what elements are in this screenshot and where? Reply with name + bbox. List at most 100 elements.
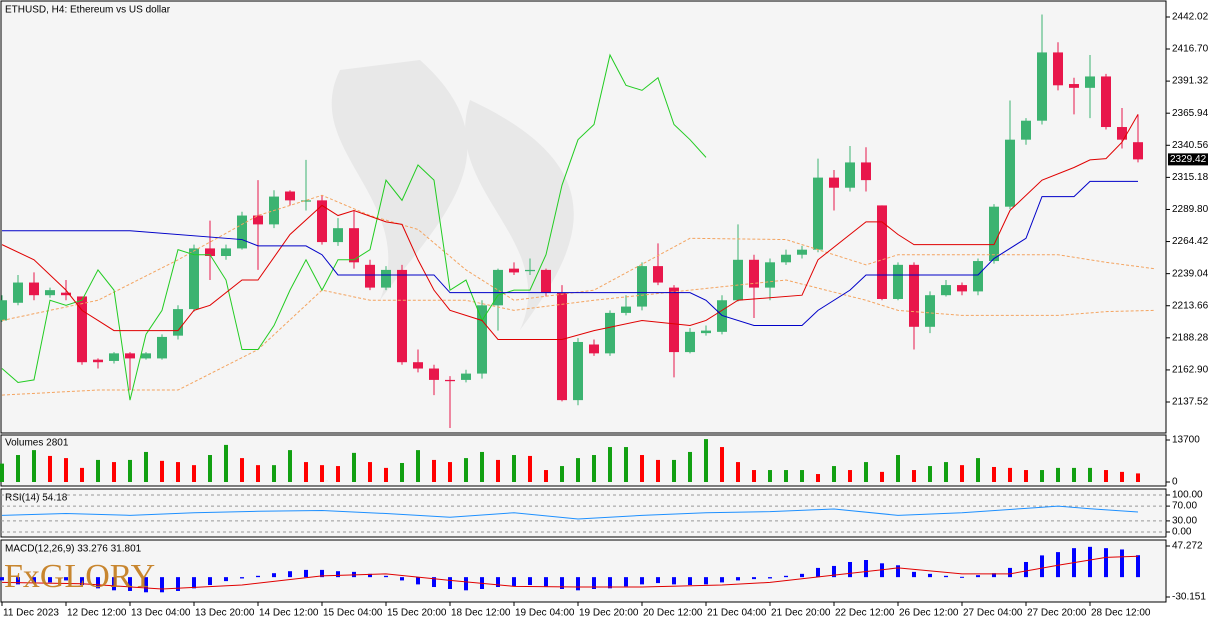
candle-body (477, 305, 487, 374)
bar (960, 576, 964, 578)
x-tick-label: 19 Dec 04:00 (515, 608, 575, 619)
bar (816, 474, 820, 482)
candle-body (189, 248, 199, 310)
bar (80, 467, 84, 482)
bar (448, 577, 452, 589)
bar (64, 458, 68, 482)
x-tick-label: 19 Dec 20:00 (579, 608, 639, 619)
bar (976, 458, 980, 482)
candle-body (749, 259, 759, 288)
candle-body (61, 292, 71, 296)
bar (336, 571, 340, 578)
bar (848, 470, 852, 482)
bar (656, 459, 660, 482)
bar (464, 577, 468, 591)
bar (192, 577, 196, 589)
x-tick-label: 21 Dec 04:00 (707, 608, 767, 619)
bar (1136, 473, 1140, 482)
candle-body (461, 373, 471, 380)
bar (800, 470, 804, 482)
bar (1024, 470, 1028, 482)
candle-body (845, 162, 855, 188)
candle-body (125, 353, 135, 359)
bar (560, 466, 564, 482)
plot-layer: ETHUSD, H4: Ethereum vs US dollar 2442.02… (0, 5, 1209, 619)
bar (1120, 471, 1124, 482)
candle-body (13, 282, 23, 303)
bar (928, 466, 932, 482)
candle-body (541, 269, 551, 293)
candle-body (317, 200, 327, 243)
bar (576, 458, 580, 482)
bar (992, 466, 996, 482)
bar (944, 462, 948, 482)
bar (544, 577, 548, 587)
x-tick-label: 22 Dec 12:00 (835, 608, 895, 619)
candle-body (781, 254, 791, 263)
candle-body (141, 353, 151, 359)
pane-title: ETHUSD, H4: Ethereum vs US dollar (5, 5, 171, 16)
candle-body (525, 269, 535, 272)
y-tick-label: 0.00 (1172, 527, 1192, 538)
bar (1008, 467, 1012, 482)
bar (1120, 549, 1124, 578)
bar (0, 577, 4, 581)
candle-body (861, 162, 871, 181)
x-tick-label: 27 Dec 20:00 (1027, 608, 1087, 619)
bar (688, 451, 692, 482)
bar (384, 467, 388, 482)
bar (368, 573, 372, 578)
bar (1008, 567, 1012, 578)
candle-body (893, 264, 903, 299)
bar (160, 460, 164, 482)
y-tick-label: 2137.52 (1172, 397, 1209, 408)
x-tick-label: 20 Dec 12:00 (643, 608, 703, 619)
candle-body (989, 206, 999, 262)
indicator-line (1, 555, 1139, 590)
x-tick-label: 14 Dec 12:00 (259, 608, 319, 619)
bar (288, 571, 292, 578)
bar (992, 573, 996, 578)
bar (1040, 555, 1044, 578)
candle-body (173, 309, 183, 336)
bar (832, 565, 836, 578)
bar (576, 577, 580, 591)
bar (96, 577, 100, 589)
candle-body (1053, 52, 1063, 86)
y-tick-label: 100.00 (1172, 490, 1203, 501)
bar (304, 569, 308, 578)
bar (144, 577, 148, 593)
bar (208, 577, 212, 586)
bar (32, 450, 36, 482)
bar (416, 577, 420, 585)
x-tick-label: 21 Dec 20:00 (771, 608, 831, 619)
candle-body (109, 353, 119, 361)
candle-body (733, 259, 743, 301)
y-tick-label: 13700 (1172, 435, 1200, 446)
volume-pane (0, 434, 1167, 487)
candle-body (605, 312, 615, 354)
bar (1056, 467, 1060, 482)
bar (832, 466, 836, 482)
bar (256, 465, 260, 482)
bar (672, 459, 676, 482)
bar (944, 575, 948, 578)
bar (320, 465, 324, 482)
bar (608, 577, 612, 589)
candle-body (573, 341, 583, 401)
y-tick-label: 2264.42 (1172, 236, 1209, 247)
x-tick-label: 15 Dec 20:00 (387, 608, 447, 619)
y-tick-label: 2416.70 (1172, 44, 1209, 55)
bar (368, 462, 372, 482)
y-tick-label: 2391.32 (1172, 76, 1209, 87)
bar (688, 577, 692, 586)
candle-body (77, 296, 87, 363)
candle-body (381, 269, 391, 288)
y-tick-label: 2213.66 (1172, 300, 1209, 311)
candle-body (285, 191, 295, 201)
candle-body (205, 248, 215, 256)
bar (880, 471, 884, 482)
y-tick-label: 70.00 (1172, 501, 1197, 512)
bar (640, 455, 644, 482)
